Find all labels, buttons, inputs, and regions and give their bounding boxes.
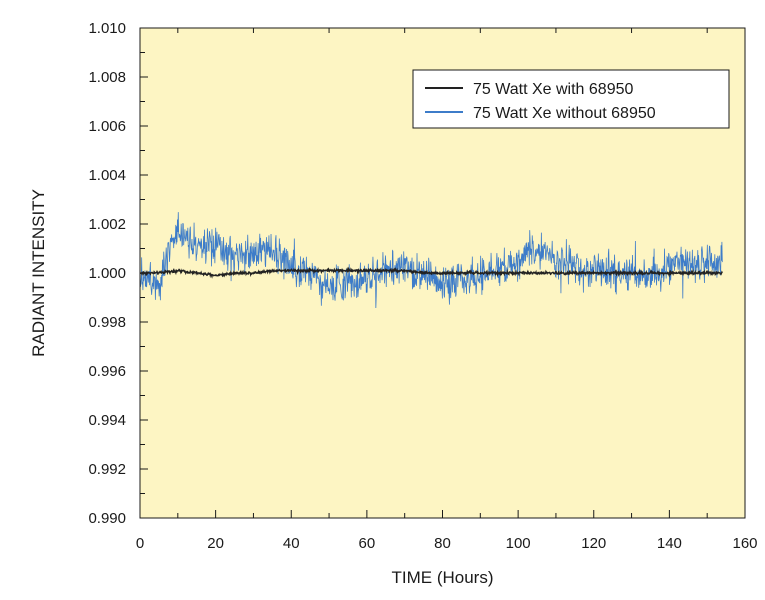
x-tick-label: 120 xyxy=(581,535,606,552)
y-tick-label: 1.004 xyxy=(88,167,126,184)
series-line-with-68950 xyxy=(139,266,723,279)
x-axis-title: TIME (Hours) xyxy=(392,568,494,587)
legend-label-with-68950: 75 Watt Xe with 68950 xyxy=(473,81,633,98)
y-tick-label: 1.006 xyxy=(88,118,126,135)
legend-label-without-68950: 75 Watt Xe without 68950 xyxy=(473,105,656,122)
series-line-without-68950 xyxy=(139,212,723,308)
y-tick-label: 0.996 xyxy=(88,363,126,380)
y-tick-label: 1.000 xyxy=(88,265,126,282)
x-tick-label: 40 xyxy=(283,535,300,552)
y-tick-label: 0.992 xyxy=(88,461,126,478)
x-axis-tick-labels: 0 20 40 60 80 100 120 140 160 xyxy=(136,535,758,552)
y-axis-tick-labels: 0.990 0.992 0.994 0.996 0.998 1.000 1.002 1.004… xyxy=(88,20,126,527)
x-tick-label: 60 xyxy=(359,535,376,552)
x-tick-label: 140 xyxy=(657,535,682,552)
y-tick-label: 0.990 xyxy=(88,510,126,527)
legend: 75 Watt Xe with 68950 75 Watt Xe without… xyxy=(412,69,730,129)
y-axis-title: RADIANT INTENSITY xyxy=(29,189,48,357)
x-tick-label: 20 xyxy=(207,535,224,552)
x-axis-ticks xyxy=(139,28,746,518)
x-tick-label: 0 xyxy=(136,535,144,552)
legend-box xyxy=(412,69,730,129)
y-tick-label: 1.008 xyxy=(88,69,126,86)
plot-frame xyxy=(139,27,746,519)
x-tick-label: 100 xyxy=(506,535,531,552)
y-tick-label: 1.002 xyxy=(88,216,126,233)
y-tick-label: 1.010 xyxy=(88,20,126,37)
x-tick-label: 80 xyxy=(434,535,451,552)
y-tick-label: 0.998 xyxy=(88,314,126,331)
y-tick-label: 0.994 xyxy=(88,412,126,429)
x-tick-label: 160 xyxy=(732,535,757,552)
series-layer xyxy=(139,212,723,308)
